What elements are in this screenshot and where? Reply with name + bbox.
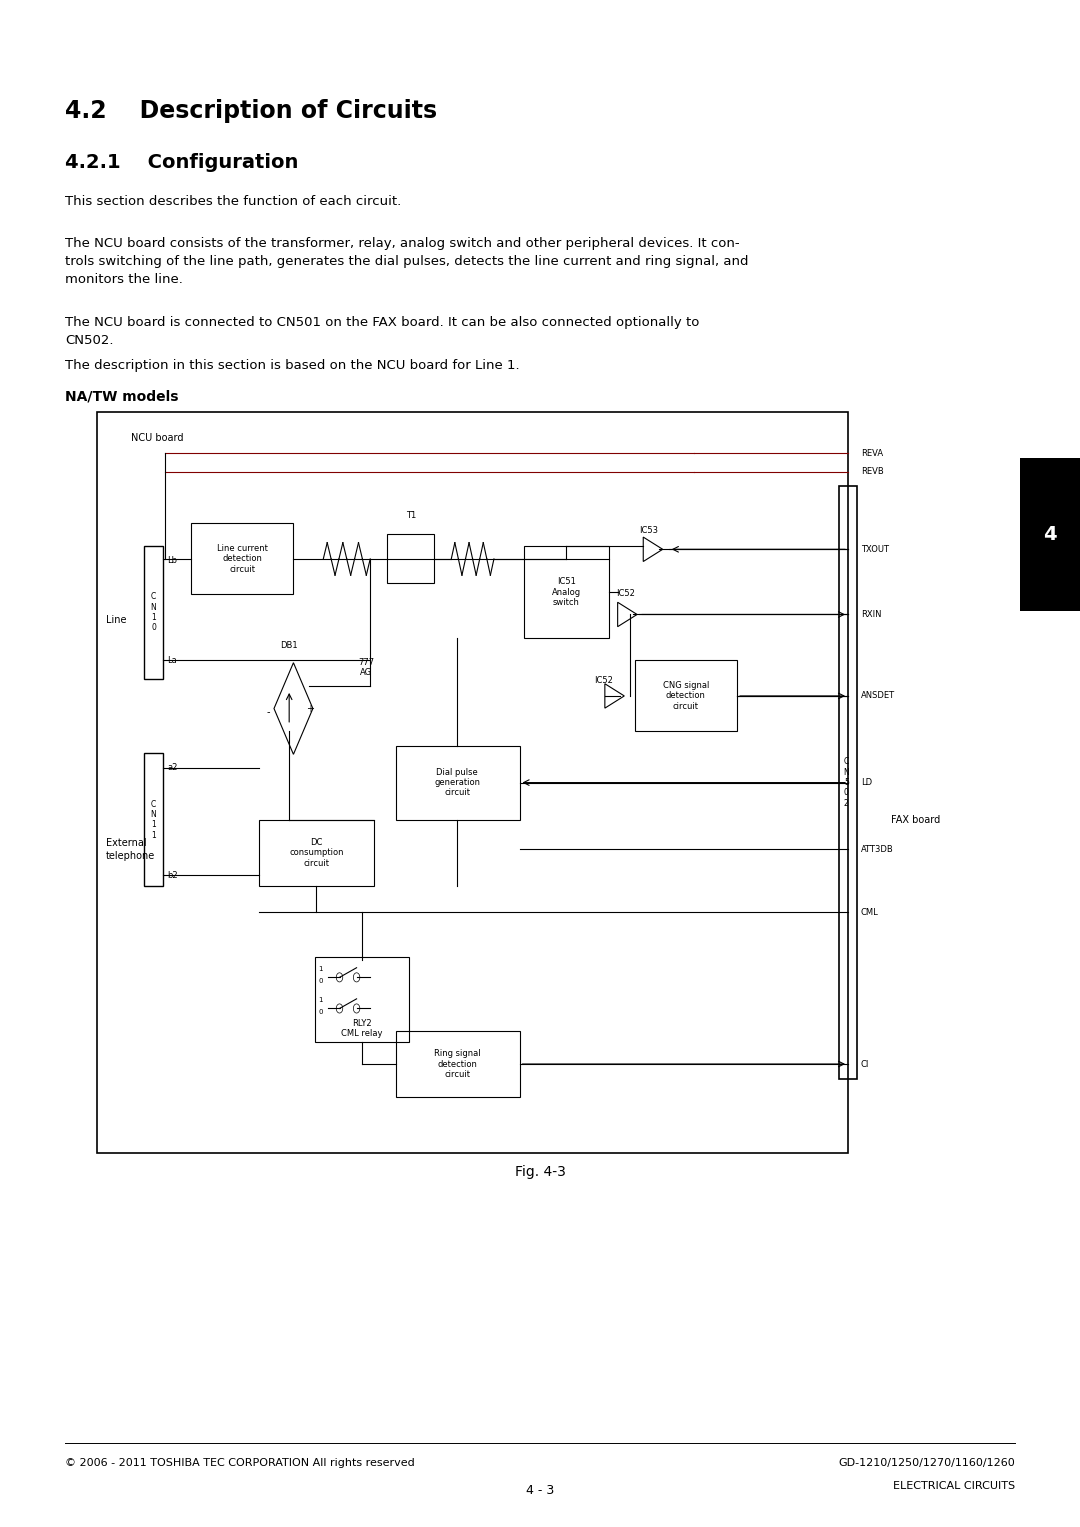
Text: 1: 1 xyxy=(319,967,323,973)
Bar xyxy=(524,545,609,638)
Text: DB1: DB1 xyxy=(281,641,298,651)
Bar xyxy=(839,486,856,1078)
Text: REVA: REVA xyxy=(861,449,883,458)
Circle shape xyxy=(336,1003,342,1012)
Text: -: - xyxy=(266,707,270,718)
Text: CNG signal
detection
circuit: CNG signal detection circuit xyxy=(663,681,710,712)
Text: RLY2
CML relay: RLY2 CML relay xyxy=(341,1019,382,1038)
Circle shape xyxy=(353,1003,360,1012)
Text: IC52: IC52 xyxy=(594,676,612,686)
Bar xyxy=(1020,458,1080,611)
Text: CML: CML xyxy=(861,907,878,916)
Text: C
N
1
0: C N 1 0 xyxy=(150,592,157,632)
Text: b2: b2 xyxy=(167,870,178,880)
Text: Dial pulse
generation
circuit: Dial pulse generation circuit xyxy=(434,768,481,797)
Text: LD: LD xyxy=(861,779,872,786)
Text: C
N
5
0
2: C N 5 0 2 xyxy=(843,757,849,808)
Text: External
telephone: External telephone xyxy=(106,838,156,861)
Bar xyxy=(259,820,375,886)
Bar xyxy=(97,412,848,1153)
Text: ANSDET: ANSDET xyxy=(861,692,895,701)
Text: Line current
detection
circuit: Line current detection circuit xyxy=(217,544,268,574)
Bar xyxy=(388,534,434,583)
Text: 4.2    Description of Circuits: 4.2 Description of Circuits xyxy=(65,99,437,124)
Text: The description in this section is based on the NCU board for Line 1.: The description in this section is based… xyxy=(65,359,519,373)
Text: FAX board: FAX board xyxy=(891,814,940,825)
Text: NCU board: NCU board xyxy=(132,434,184,443)
Bar xyxy=(395,745,519,820)
Text: IC53: IC53 xyxy=(639,527,658,536)
Text: 1: 1 xyxy=(319,997,323,1003)
Text: 4 - 3: 4 - 3 xyxy=(526,1484,554,1498)
Text: RXIN: RXIN xyxy=(861,609,881,618)
Text: GD-1210/1250/1270/1160/1260: GD-1210/1250/1270/1160/1260 xyxy=(838,1458,1015,1469)
Circle shape xyxy=(336,973,342,982)
Text: REVB: REVB xyxy=(861,467,883,476)
Text: +: + xyxy=(307,704,314,713)
Text: 4: 4 xyxy=(1043,525,1056,544)
Text: TXOUT: TXOUT xyxy=(861,545,889,554)
Bar xyxy=(314,956,408,1041)
Bar xyxy=(191,524,294,594)
Bar xyxy=(144,545,163,680)
Text: Ring signal
detection
circuit: Ring signal detection circuit xyxy=(434,1049,481,1080)
Text: 0: 0 xyxy=(319,1009,323,1015)
Text: Fig. 4-3: Fig. 4-3 xyxy=(514,1165,566,1179)
Text: CI: CI xyxy=(861,1060,869,1069)
Text: The NCU board consists of the transformer, relay, analog switch and other periph: The NCU board consists of the transforme… xyxy=(65,237,748,286)
Text: T1: T1 xyxy=(406,512,416,521)
Text: ELECTRICAL CIRCUITS: ELECTRICAL CIRCUITS xyxy=(893,1481,1015,1492)
Text: a2: a2 xyxy=(167,764,177,773)
Text: © 2006 - 2011 TOSHIBA TEC CORPORATION All rights reserved: © 2006 - 2011 TOSHIBA TEC CORPORATION Al… xyxy=(65,1458,415,1469)
Text: 0: 0 xyxy=(319,979,323,983)
Bar xyxy=(144,753,163,886)
Circle shape xyxy=(353,973,360,982)
Text: La: La xyxy=(167,657,177,664)
Bar xyxy=(395,1031,519,1098)
Text: Lb: Lb xyxy=(167,556,177,565)
Bar xyxy=(635,660,737,731)
Text: IC51
Analog
switch: IC51 Analog switch xyxy=(552,577,581,608)
Text: Line: Line xyxy=(106,615,126,625)
Text: 4.2.1    Configuration: 4.2.1 Configuration xyxy=(65,153,298,171)
Text: C
N
1
1: C N 1 1 xyxy=(150,800,157,840)
Text: 777
AG: 777 AG xyxy=(357,658,374,678)
Text: This section describes the function of each circuit.: This section describes the function of e… xyxy=(65,195,401,209)
Text: IC52: IC52 xyxy=(616,589,635,599)
Text: The NCU board is connected to CN501 on the FAX board. It can be also connected o: The NCU board is connected to CN501 on t… xyxy=(65,316,699,347)
Text: ATT3DB: ATT3DB xyxy=(861,844,893,854)
Text: DC
consumption
circuit: DC consumption circuit xyxy=(289,838,343,867)
Text: NA/TW models: NA/TW models xyxy=(65,389,178,403)
